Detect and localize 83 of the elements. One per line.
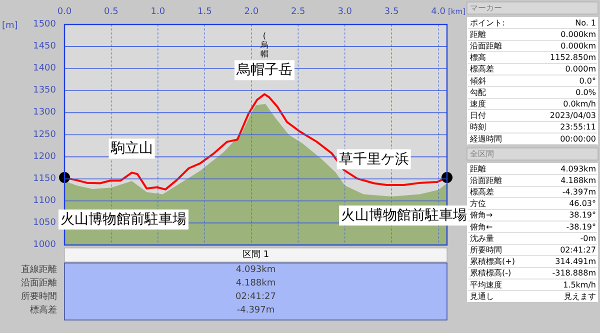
annotation: 火山博物館前駐車場 bbox=[341, 208, 467, 224]
annotation: 火山博物館前駐車場 bbox=[60, 212, 186, 228]
text: 日付 bbox=[470, 111, 486, 120]
y-tick-label: 1350 bbox=[33, 86, 56, 96]
text: 4.093km bbox=[236, 265, 276, 275]
text: No. 1 bbox=[575, 18, 596, 28]
text: 標高差 bbox=[470, 188, 494, 196]
text: -38.19° bbox=[566, 222, 596, 232]
text: 46.03° bbox=[569, 199, 596, 208]
text: 見通し bbox=[470, 292, 494, 301]
text: 区間 1 bbox=[242, 249, 270, 260]
x-tick-label: 3.5 bbox=[384, 7, 399, 17]
text: 02:41:27 bbox=[236, 292, 276, 302]
text: 00:00:00 bbox=[560, 134, 596, 144]
x-tick-label: 2.0 bbox=[244, 7, 259, 17]
text: 俯角← bbox=[470, 222, 493, 232]
text: 0.0% bbox=[576, 88, 596, 97]
text: -4.397m bbox=[562, 188, 596, 196]
text: 速度 bbox=[470, 100, 486, 108]
y-tick-label: 1300 bbox=[33, 108, 56, 118]
text: 所要時間 bbox=[21, 291, 57, 302]
text: 標高差 bbox=[470, 64, 494, 74]
text: ポイント: bbox=[470, 18, 505, 28]
text: 4.188km bbox=[236, 278, 276, 288]
text: 見えます bbox=[564, 292, 596, 301]
text: 全区間 bbox=[470, 150, 494, 158]
text: 方位 bbox=[470, 199, 486, 208]
text: 時刻 bbox=[470, 122, 486, 132]
text: 累積標高(-) bbox=[470, 268, 512, 278]
y-tick-label: 1000 bbox=[33, 240, 56, 250]
text: 距離 bbox=[470, 30, 486, 39]
text: 0.000m bbox=[565, 64, 596, 74]
text: マーカー bbox=[470, 4, 502, 12]
annotation: 草千里ケ浜 bbox=[338, 151, 409, 168]
y-tick-label: 1500 bbox=[33, 20, 56, 30]
y-axis-title: [m] bbox=[2, 21, 18, 31]
text: -4.397m bbox=[236, 306, 275, 316]
text: 4.188km bbox=[560, 176, 596, 185]
text: 0.0° bbox=[579, 76, 596, 86]
text: 沿面距離 bbox=[470, 42, 502, 50]
annotation: 烏帽子岳 bbox=[235, 62, 292, 78]
y-tick-label: 1450 bbox=[33, 42, 56, 52]
y-tick-label: 1400 bbox=[33, 64, 56, 74]
text: 距離 bbox=[470, 164, 486, 174]
x-tick-label: 0.5 bbox=[104, 7, 118, 17]
y-tick-label: 1050 bbox=[33, 218, 56, 228]
text: -318.888m bbox=[552, 268, 596, 278]
text: 標高 bbox=[470, 53, 486, 62]
text: 沿面距離 bbox=[470, 176, 502, 185]
y-tick-label: 1150 bbox=[33, 174, 56, 184]
y-tick-label: 1100 bbox=[33, 196, 56, 206]
text: 23:55:11 bbox=[560, 122, 596, 132]
text: -0m bbox=[580, 234, 596, 243]
text: 0.000km bbox=[560, 42, 596, 50]
x-tick-label: 2.5 bbox=[290, 7, 306, 17]
text: 4.093km bbox=[560, 164, 596, 174]
text: 経過時間 bbox=[469, 134, 502, 144]
x-tick-label: 1.0 bbox=[150, 7, 166, 17]
text: 38.19° bbox=[569, 210, 596, 220]
text: 平均速度 bbox=[470, 280, 502, 290]
text: 所要時間 bbox=[470, 246, 502, 254]
text: 2023/04/03 bbox=[550, 111, 596, 120]
text: 1.5km/h bbox=[563, 280, 596, 290]
x-tick-label: 4.0 bbox=[431, 7, 446, 17]
text: 02:41:27 bbox=[560, 246, 596, 254]
text: 勾配 bbox=[470, 88, 486, 97]
annotation: 駒立山 bbox=[110, 140, 153, 157]
text: 直線距離 bbox=[21, 264, 57, 275]
x-tick-label: 3.0 bbox=[338, 7, 352, 17]
text: 俯角→ bbox=[470, 210, 493, 220]
x-tick-label: 0.0 bbox=[57, 7, 72, 17]
text: 累積標高(+) bbox=[470, 257, 515, 266]
x-tick-label: 1.5 bbox=[198, 7, 212, 17]
text: 0.000km bbox=[560, 30, 596, 39]
text: 0.0km/h bbox=[563, 100, 596, 108]
text: 傾斜 bbox=[470, 76, 486, 86]
y-tick-label: 1250 bbox=[33, 130, 56, 140]
text: 標高差 bbox=[30, 304, 57, 316]
y-tick-label: 1200 bbox=[33, 152, 56, 162]
text: 沿面距離 bbox=[21, 278, 57, 288]
text: 314.491m bbox=[555, 257, 596, 266]
text: 1152.850m bbox=[550, 53, 596, 62]
text: 沈み量 bbox=[470, 234, 494, 243]
